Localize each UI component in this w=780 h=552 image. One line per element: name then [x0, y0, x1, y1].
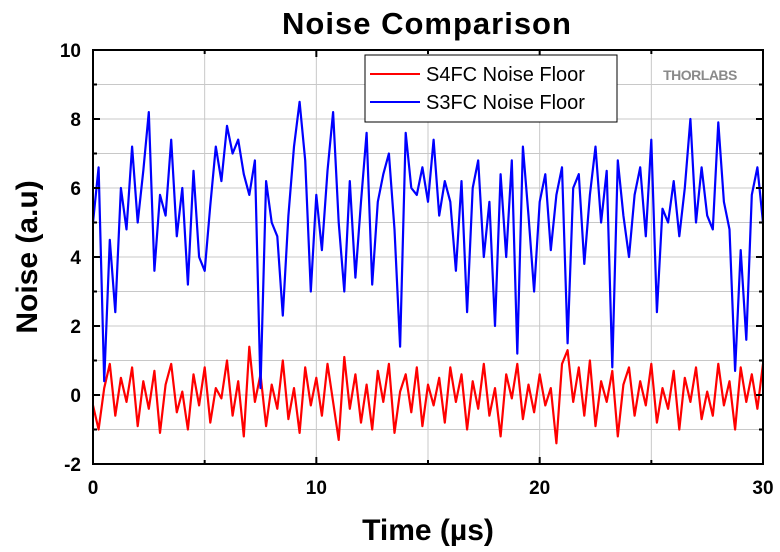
- series-line-s3fc: [91, 100, 765, 390]
- x-tick-label: 20: [529, 478, 550, 499]
- y-axis-label: Noise (a.u): [11, 180, 44, 333]
- axis-ticks: 0 10 20 30 -2 0 2 4 6 8 10: [60, 41, 774, 499]
- y-tick-label: 10: [60, 41, 81, 62]
- x-tick-label: 10: [306, 478, 327, 499]
- legend-label-s4fc: S4FC Noise Floor: [426, 64, 585, 86]
- series-line-s4fc: [91, 345, 765, 445]
- y-tick-label: 4: [70, 248, 81, 269]
- data-series: [91, 100, 765, 445]
- legend: S4FC Noise Floor S3FC Noise Floor: [364, 54, 618, 123]
- y-tick-label: 0: [70, 386, 81, 407]
- x-axis-label: Time (µs): [362, 514, 494, 547]
- x-tick-label: 0: [88, 478, 99, 499]
- y-tick-label: -2: [64, 455, 81, 476]
- y-tick-label: 6: [70, 179, 81, 200]
- thorlabs-watermark: THORLABS: [663, 67, 737, 83]
- chart-title: Noise Comparison: [282, 6, 572, 41]
- legend-label-s3fc: S3FC Noise Floor: [426, 92, 585, 114]
- legend-box: [364, 54, 618, 123]
- x-tick-label: 30: [752, 478, 773, 499]
- y-tick-label: 8: [70, 110, 81, 131]
- y-tick-label: 2: [70, 317, 81, 338]
